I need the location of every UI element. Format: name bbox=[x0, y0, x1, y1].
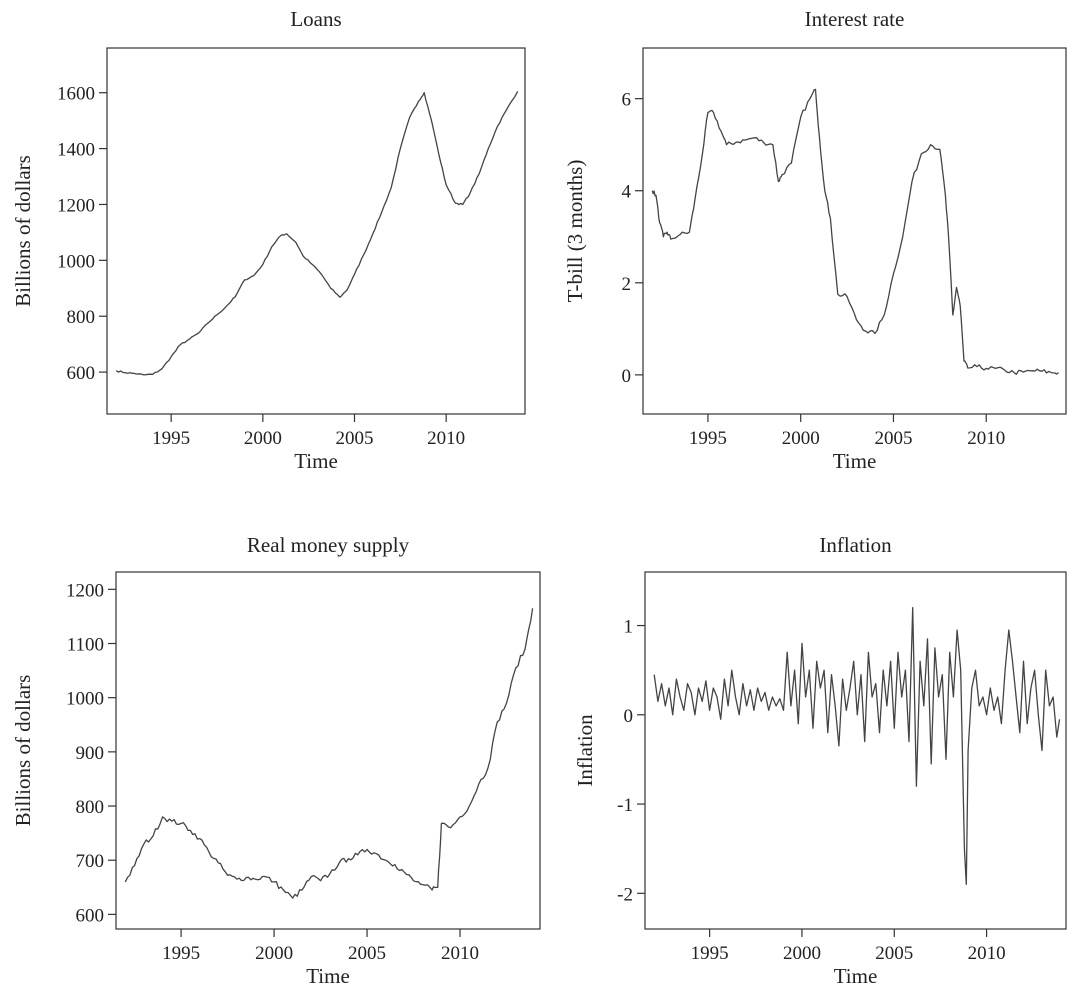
real-money-supply-x-tick-label: 2010 bbox=[441, 943, 479, 964]
inflation-y-tick-label: 0 bbox=[624, 706, 634, 727]
loans-plot-frame bbox=[106, 47, 526, 415]
interest-rate-series-line bbox=[651, 88, 1059, 375]
inflation-y-tick-label: 1 bbox=[624, 617, 634, 638]
inflation-y-tick-label: -2 bbox=[617, 884, 633, 905]
real-money-supply-y-tick-label: 1200 bbox=[66, 580, 104, 601]
real-money-supply-y-tick-label: 900 bbox=[76, 743, 105, 764]
loans-y-axis-title: Billions of dollars bbox=[11, 155, 35, 307]
interest-rate-x-tick-label: 2010 bbox=[967, 428, 1005, 449]
interest-rate-x-tick-label: 1995 bbox=[689, 428, 727, 449]
real-money-supply-plot-frame bbox=[115, 571, 541, 930]
real-money-supply-x-tick-label: 1995 bbox=[162, 943, 200, 964]
interest-rate-x-tick-label: 2005 bbox=[874, 428, 912, 449]
loans-y-tick-label: 600 bbox=[67, 363, 96, 384]
interest-rate-y-axis-title: T-bill (3 months) bbox=[563, 160, 587, 303]
loans-title: Loans bbox=[290, 7, 341, 31]
loans-y-tick-label: 1400 bbox=[57, 140, 95, 161]
inflation-plot-frame bbox=[644, 571, 1067, 930]
inflation-x-tick-label: 1995 bbox=[691, 943, 729, 964]
interest-rate-y-tick-label: 0 bbox=[622, 366, 632, 387]
real-money-supply-y-tick-label: 1000 bbox=[66, 689, 104, 710]
real-money-supply-y-tick-label: 700 bbox=[76, 851, 105, 872]
loans-x-tick-label: 2010 bbox=[427, 428, 465, 449]
inflation-y-tick-label: -1 bbox=[617, 795, 633, 816]
real-money-supply-y-tick-label: 800 bbox=[76, 797, 105, 818]
loans-y-tick-label: 1600 bbox=[57, 84, 95, 105]
loans-x-tick-label: 2000 bbox=[244, 428, 282, 449]
interest-rate-title: Interest rate bbox=[805, 7, 905, 31]
inflation-x-axis-title: Time bbox=[834, 964, 878, 988]
interest-rate-y-tick-label: 6 bbox=[622, 90, 632, 111]
real-money-supply-x-axis-title: Time bbox=[306, 964, 350, 988]
real-money-supply-series-line bbox=[124, 608, 534, 899]
inflation-title: Inflation bbox=[819, 533, 892, 557]
inflation-x-tick-label: 2000 bbox=[783, 943, 821, 964]
interest-rate-x-axis-title: Time bbox=[833, 449, 877, 473]
loans-y-tick-label: 800 bbox=[67, 307, 96, 328]
interest-rate-x-tick-label: 2000 bbox=[782, 428, 820, 449]
loans-x-axis-title: Time bbox=[294, 449, 338, 473]
interest-rate-plot-frame bbox=[642, 47, 1067, 415]
inflation-x-tick-label: 2005 bbox=[875, 943, 913, 964]
inflation-x-tick-label: 2010 bbox=[968, 943, 1006, 964]
interest-rate-y-tick-label: 4 bbox=[622, 182, 632, 203]
real-money-supply-y-axis-title: Billions of dollars bbox=[11, 675, 35, 827]
loans-y-tick-label: 1200 bbox=[57, 195, 95, 216]
real-money-supply-y-tick-label: 1100 bbox=[67, 635, 104, 656]
inflation-series-line bbox=[653, 607, 1061, 886]
real-money-supply-x-tick-label: 2005 bbox=[348, 943, 386, 964]
interest-rate-y-tick-label: 2 bbox=[622, 274, 632, 295]
loans-y-tick-label: 1000 bbox=[57, 251, 95, 272]
real-money-supply-title: Real money supply bbox=[247, 533, 410, 557]
loans-x-tick-label: 2005 bbox=[336, 428, 374, 449]
loans-series-line bbox=[115, 90, 519, 376]
real-money-supply-x-tick-label: 2000 bbox=[255, 943, 293, 964]
real-money-supply-y-tick-label: 600 bbox=[76, 905, 105, 926]
loans-x-tick-label: 1995 bbox=[152, 428, 190, 449]
inflation-y-axis-title: Inflation bbox=[573, 714, 597, 787]
